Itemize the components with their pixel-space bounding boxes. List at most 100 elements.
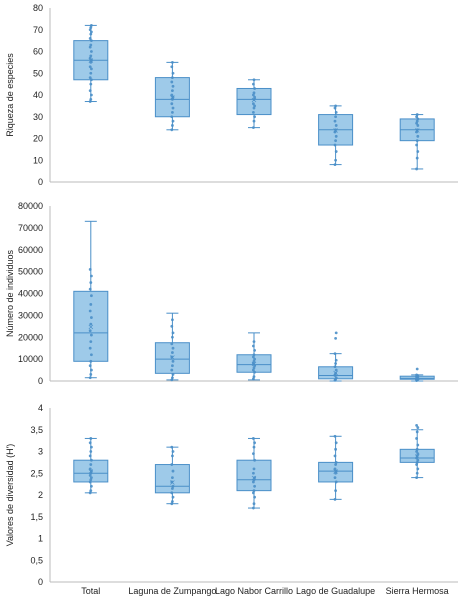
data-point: [334, 371, 337, 375]
data-point: [252, 366, 256, 370]
data-point: [170, 102, 174, 106]
data-point: [333, 467, 337, 471]
data-point: [252, 445, 256, 449]
data-point: [90, 353, 93, 357]
data-point: [415, 424, 418, 427]
data-point: [170, 480, 174, 484]
data-point: [415, 450, 418, 453]
data-point: [170, 80, 174, 84]
data-point: [171, 454, 174, 458]
data-point: [252, 91, 256, 95]
data-point: [89, 322, 93, 326]
data-point: [90, 368, 93, 372]
data-point: [334, 115, 337, 119]
data-point: [89, 471, 93, 475]
data-point: [416, 467, 420, 471]
data-point: [415, 119, 419, 123]
y-tick-label: 70: [33, 25, 43, 35]
data-point: [88, 37, 92, 40]
data-point: [89, 97, 93, 101]
data-point: [90, 294, 93, 298]
data-point: [90, 50, 93, 53]
data-point: [90, 93, 93, 97]
data-point: [89, 437, 93, 440]
data-point: [88, 76, 92, 79]
data-point: [334, 139, 337, 143]
y-tick-label: 3,5: [30, 425, 43, 435]
data-point: [334, 158, 337, 162]
data-point: [333, 130, 337, 134]
data-point: [88, 45, 92, 49]
data-point: [334, 358, 338, 362]
data-point: [252, 82, 255, 86]
y-tick-label: 0,5: [30, 555, 43, 565]
data-point: [252, 93, 255, 97]
data-point: [334, 362, 337, 365]
data-point: [253, 484, 256, 488]
data-point: [333, 365, 337, 369]
data-point: [415, 367, 419, 371]
data-point: [415, 476, 418, 479]
data-point: [252, 126, 255, 130]
data-point: [334, 447, 337, 451]
data-point: [171, 469, 175, 473]
data-point: [415, 167, 418, 171]
data-point: [333, 119, 337, 123]
y-tick-label: 2,5: [30, 468, 43, 478]
data-point: [334, 480, 338, 484]
data-point: [170, 378, 174, 382]
y-tick-label: 2: [38, 490, 43, 500]
data-point: [171, 500, 174, 503]
data-point: [171, 346, 175, 350]
data-point: [252, 353, 256, 357]
data-point: [171, 359, 175, 363]
data-point: [252, 355, 255, 359]
data-point: [334, 471, 337, 475]
data-point: [333, 497, 337, 501]
data-point: [88, 454, 92, 458]
data-point: [88, 56, 92, 60]
y-tick-label: 60000: [18, 245, 43, 255]
y-tick-label: 70000: [18, 223, 43, 233]
data-point: [171, 95, 175, 99]
data-point: [253, 476, 256, 479]
data-point: [88, 376, 92, 380]
data-point: [252, 437, 255, 440]
y-tick-label: 50000: [18, 267, 43, 277]
data-point: [334, 336, 337, 340]
data-point: [253, 441, 256, 445]
data-point: [88, 441, 92, 445]
data-point: [415, 430, 419, 434]
data-point: [252, 480, 255, 484]
data-point: [170, 491, 174, 495]
data-point: [253, 495, 256, 499]
data-point: [252, 502, 256, 506]
x-category-label: Total: [81, 586, 100, 596]
data-point: [90, 484, 93, 488]
data-point: [252, 359, 256, 363]
x-category-label: Laguna de Zumpango: [128, 586, 216, 596]
data-point: [170, 463, 174, 466]
data-point: [170, 355, 174, 359]
data-point: [90, 67, 93, 71]
data-point: [90, 476, 93, 479]
data-point: [334, 376, 338, 380]
y-tick-label: 0: [38, 376, 43, 386]
data-point: [170, 445, 174, 449]
data-point: [170, 502, 174, 506]
data-point: [415, 463, 418, 466]
data-point: [89, 303, 93, 306]
data-point: [416, 150, 420, 153]
data-point: [89, 60, 93, 64]
data-point: [170, 115, 174, 119]
data-point: [416, 426, 420, 429]
data-point: [171, 373, 175, 376]
data-point: [415, 471, 419, 475]
data-point: [415, 130, 418, 134]
data-point: [416, 443, 420, 447]
data-point: [334, 150, 338, 153]
data-point: [252, 102, 255, 106]
data-point: [415, 456, 418, 460]
data-point: [252, 491, 255, 495]
data-point: [252, 489, 256, 493]
